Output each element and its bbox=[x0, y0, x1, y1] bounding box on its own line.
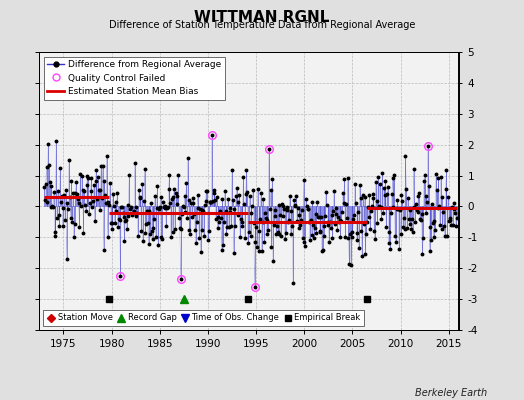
Legend: Station Move, Record Gap, Time of Obs. Change, Empirical Break: Station Move, Record Gap, Time of Obs. C… bbox=[43, 310, 364, 326]
Text: Difference of Station Temperature Data from Regional Average: Difference of Station Temperature Data f… bbox=[109, 20, 415, 30]
Text: WITTMAN RGNL: WITTMAN RGNL bbox=[194, 10, 330, 25]
Text: Berkeley Earth: Berkeley Earth bbox=[415, 388, 487, 398]
